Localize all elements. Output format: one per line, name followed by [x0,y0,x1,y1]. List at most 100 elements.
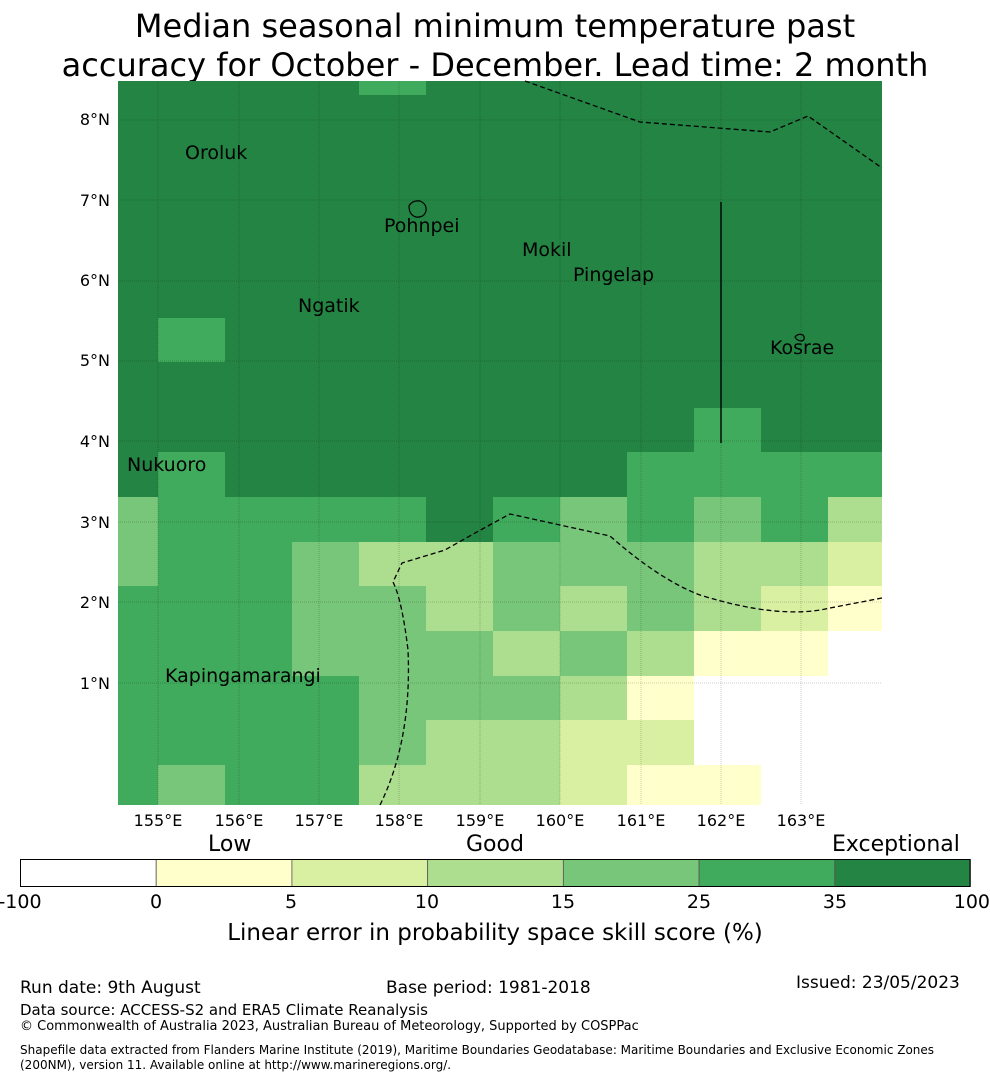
skill-cell [158,452,225,497]
skill-cell [118,676,158,720]
lat-label-7n: 7°N [79,191,110,210]
skill-cell [560,720,627,765]
lon-label-161e: 161°E [616,811,666,830]
lon-label-159e: 159°E [455,811,505,830]
skill-cell [560,586,627,631]
legend-color-swatch [291,859,429,887]
skill-cell [493,497,560,542]
skill-cell [426,586,493,631]
legend-label: Linear error in probability space skill … [227,920,763,946]
skill-cell [359,81,426,497]
skill-cell [694,631,761,676]
skill-cell [359,497,426,542]
skill-cell [118,497,158,542]
skill-cell [761,81,828,497]
skill-cell [694,586,761,631]
legend-category-good: Good [466,832,524,857]
lon-label-162e: 162°E [696,811,746,830]
skill-cell [292,720,359,765]
lon-label-158e: 158°E [374,811,424,830]
skill-cell [560,497,627,542]
skill-cell [627,452,882,497]
legend-tick-5: 5 [284,891,298,913]
skill-cell [828,497,882,542]
legend-category-exceptional: Exceptional [832,832,960,857]
skill-cell [560,676,627,720]
legend-tick-15: 15 [550,891,576,913]
base-period: Base period: 1981-2018 [386,978,591,998]
skill-cell [560,81,627,497]
legend-color-swatch [427,859,564,887]
skill-cell [158,542,225,586]
skill-cell [225,81,292,497]
issued-date: Issued: 23/05/2023 [796,973,960,993]
skill-cell [426,497,493,542]
skill-cell [292,81,359,497]
place-label-kosrae: Kosrae [770,337,835,359]
legend-category-low: Low [208,832,252,857]
legend-color-swatch [834,859,971,887]
skill-cell [828,631,882,676]
skill-cell [426,542,493,586]
legend-tick-minus-100: -100 [0,891,42,913]
legend-tick-0: 0 [149,891,163,913]
skill-cell [560,542,627,586]
skill-cell [359,631,426,676]
skill-cell [694,720,761,765]
lat-label-8n: 8°N [79,110,110,129]
skill-cell [118,720,158,765]
skill-cell [627,765,694,805]
skill-cell [158,586,225,631]
skill-cell [292,765,359,805]
lat-label-5n: 5°N [79,351,110,370]
skill-cell [292,542,359,586]
skill-cell [761,676,828,720]
skill-cell [426,81,493,497]
skill-cell [493,765,560,805]
skill-cell [694,408,761,452]
skill-cell [560,631,627,676]
skill-cell [158,81,225,497]
skill-cell [118,765,158,805]
legend-frame [20,859,971,887]
skill-cell [118,586,158,631]
skill-cell [359,765,426,805]
map-title-line-2: accuracy for October - December. Lead ti… [61,46,929,84]
legend-color-swatch [155,859,293,887]
skill-cell [627,586,694,631]
skill-cell [225,631,292,676]
lat-label-3n: 3°N [79,513,110,532]
legend-color-swatch [698,859,836,887]
place-label-pingelap: Pingelap [573,264,655,286]
skill-cell [426,676,493,720]
data-source: Data source: ACCESS-S2 and ERA5 Climate … [20,1001,428,1019]
skill-cell [493,720,560,765]
pohnpei-island [408,200,427,218]
skill-cell [118,542,158,586]
skill-cell [828,542,882,586]
skill-cell [225,542,292,586]
skill-cell [627,631,694,676]
legend-tick-25: 25 [686,891,712,913]
skill-cell [761,631,828,676]
skill-cell [426,631,493,676]
skill-cell [359,542,426,586]
skill-cell [627,720,694,765]
skill-cell [158,631,225,676]
skill-cell [761,497,828,542]
skill-cell [359,586,426,631]
skill-cell [225,586,292,631]
skill-cell [828,586,882,631]
skill-cell [627,81,694,497]
skill-cell [225,497,292,542]
island-outlines [408,200,805,342]
skill-cell [828,720,882,765]
skill-cell [694,676,761,720]
lat-label-4n: 4°N [79,432,110,451]
skill-cell [761,586,828,631]
eez-boundary-south [379,513,883,806]
eez-boundary-north [524,80,883,169]
skill-cell [694,497,761,542]
kosrae-island [794,333,805,342]
copyright: © Commonwealth of Australia 2023, Austra… [20,1019,639,1034]
